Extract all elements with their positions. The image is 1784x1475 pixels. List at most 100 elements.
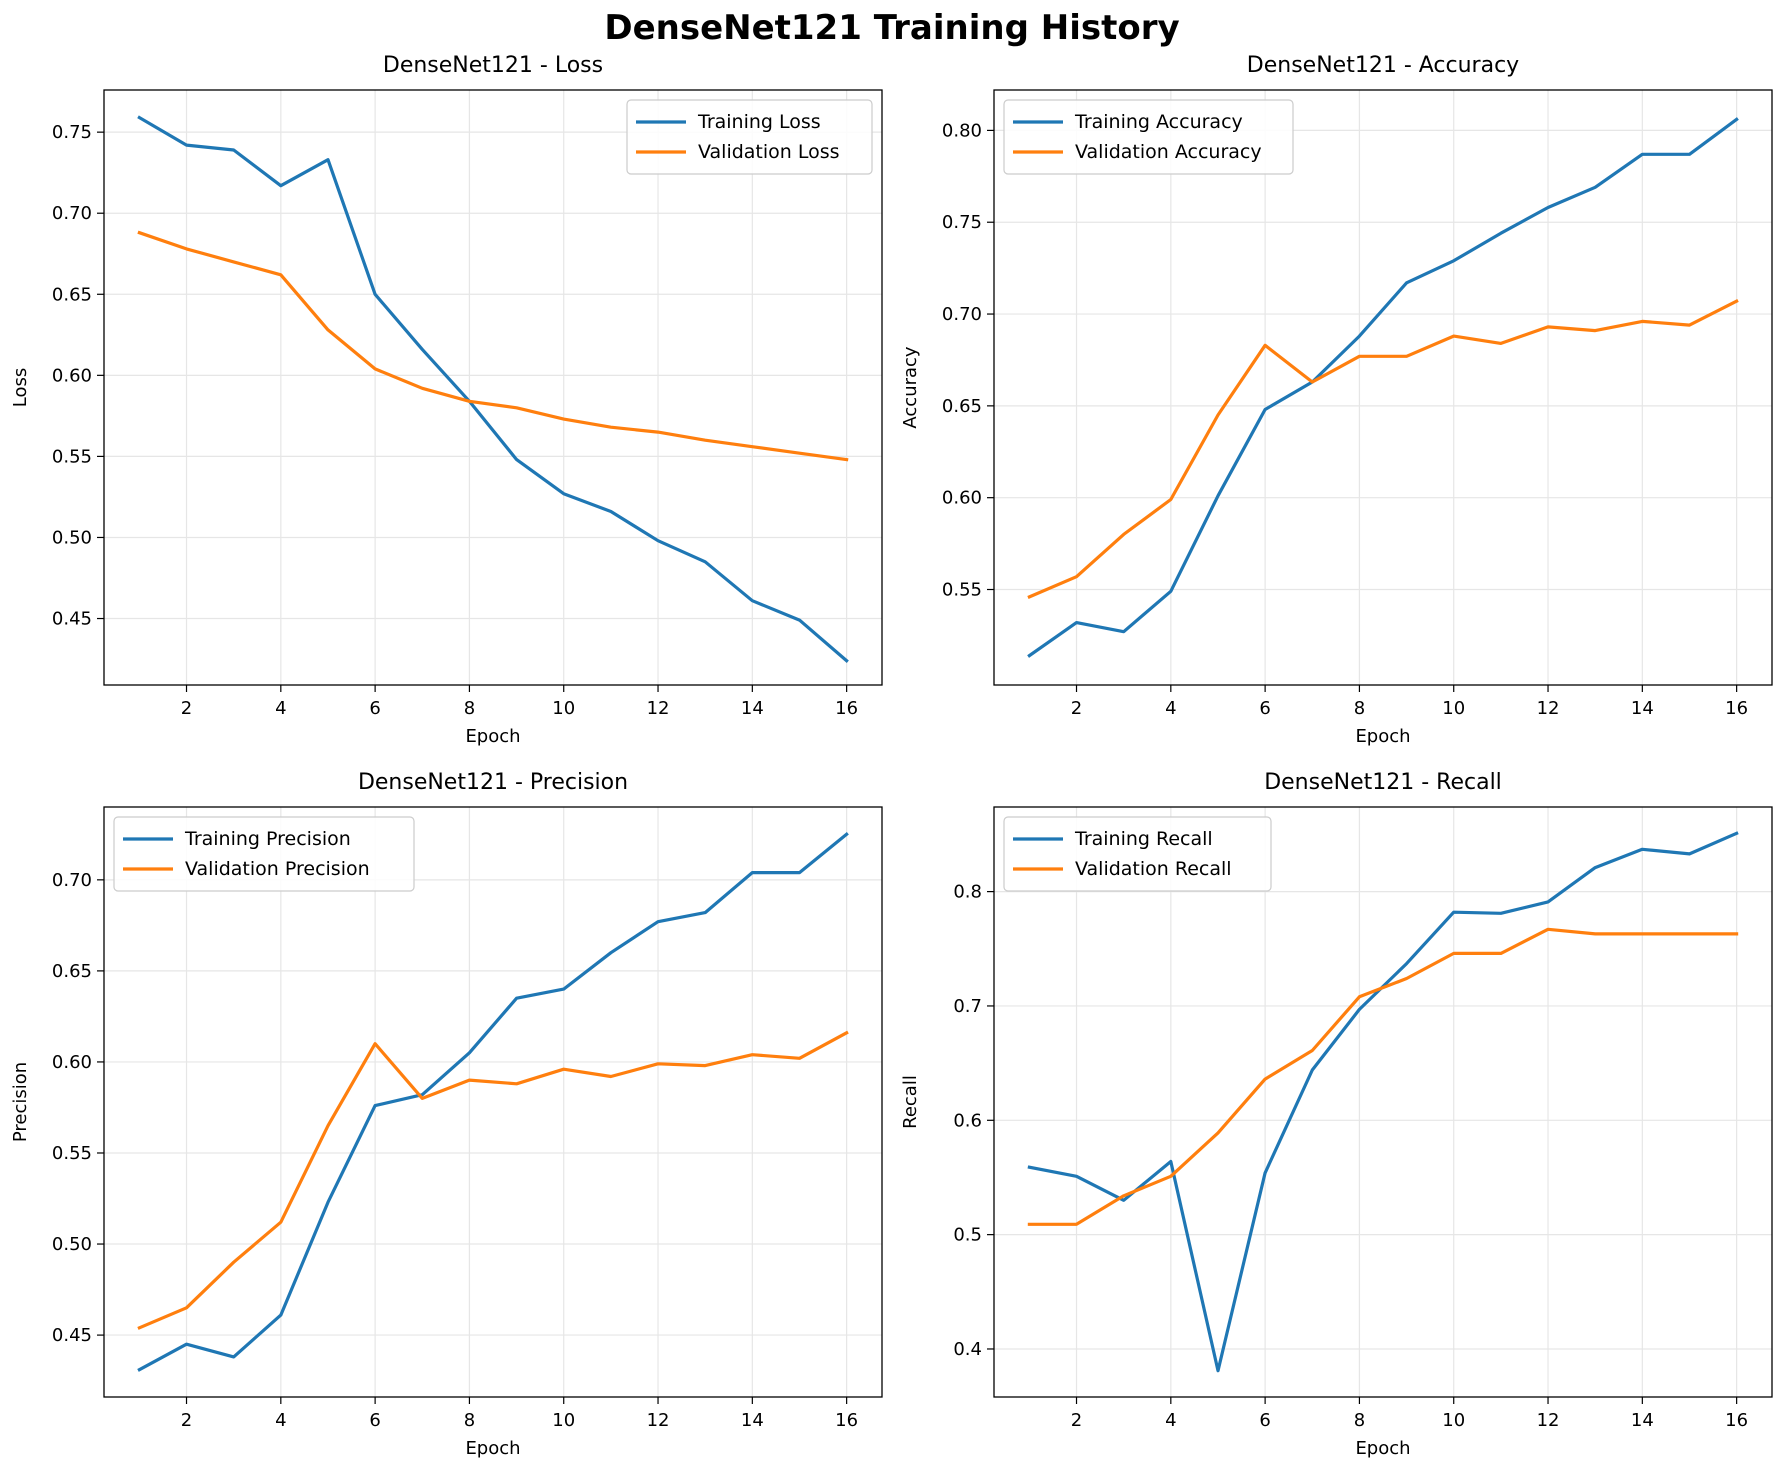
y-tick-label: 0.65 bbox=[52, 961, 92, 982]
y-axis-label: Accuracy bbox=[900, 346, 921, 429]
subplot-2: 2 4 6 8 10 12 14 16 0.55 0.60 0.65 0.70 0.75 0.80 Dens… bbox=[900, 53, 1773, 747]
subplot-4: 2 4 6 8 10 12 14 16 0.4 0.5 0.6 0.7 0.8 DenseNet121 -… bbox=[900, 770, 1773, 1459]
x-tick-label: 2 bbox=[181, 698, 192, 719]
legend-box bbox=[626, 99, 873, 175]
x-tick-label: 12 bbox=[1537, 1410, 1560, 1431]
validation-series-line bbox=[137, 230, 849, 462]
subplot-title: DenseNet121 - Precision bbox=[358, 770, 628, 795]
x-tick-label: 6 bbox=[1259, 1410, 1270, 1431]
x-axis-label: Epoch bbox=[465, 726, 520, 747]
figure-suptitle: DenseNet121 Training History bbox=[604, 8, 1180, 48]
legend-label: Training Accuracy bbox=[1074, 111, 1243, 133]
plot-frame bbox=[993, 89, 1773, 686]
y-tick-label: 0.65 bbox=[52, 284, 92, 305]
x-tick-label: 2 bbox=[1071, 698, 1082, 719]
x-tick-label: 2 bbox=[1071, 1410, 1082, 1431]
y-tick-label: 0.70 bbox=[942, 304, 982, 325]
x-tick-label: 6 bbox=[369, 698, 380, 719]
x-tick-label: 12 bbox=[647, 698, 670, 719]
legend: Training Loss Validation Loss bbox=[626, 99, 873, 175]
y-tick-label: 0.75 bbox=[942, 212, 982, 233]
legend-box bbox=[1003, 816, 1272, 892]
training-series-line bbox=[1027, 831, 1739, 1373]
x-tick-label: 4 bbox=[1165, 698, 1176, 719]
y-tick-label: 0.50 bbox=[52, 1234, 92, 1255]
x-tick-label: 14 bbox=[741, 1410, 764, 1431]
validation-series-line bbox=[1027, 299, 1739, 600]
subplot-3: 2 4 6 8 10 12 14 16 0.45 0.50 0.55 0.60 0.65 0.70 Dens… bbox=[10, 770, 883, 1459]
x-tick-label: 16 bbox=[1725, 698, 1748, 719]
x-axis-label: Epoch bbox=[465, 1438, 520, 1459]
y-tick-label: 0.5 bbox=[953, 1225, 982, 1246]
training-series-line bbox=[1027, 117, 1739, 658]
y-tick-label: 0.75 bbox=[52, 122, 92, 143]
y-tick-label: 0.60 bbox=[942, 488, 982, 509]
y-axis-label: Loss bbox=[10, 368, 31, 407]
y-tick-label: 0.55 bbox=[52, 446, 92, 467]
y-tick-label: 0.80 bbox=[942, 120, 982, 141]
legend: Training Recall Validation Recall bbox=[1003, 816, 1272, 892]
validation-series-line bbox=[1027, 927, 1739, 1226]
plot-frame bbox=[103, 806, 883, 1398]
training-series-line bbox=[137, 115, 849, 663]
x-tick-label: 16 bbox=[835, 698, 858, 719]
y-axis-label: Precision bbox=[10, 1062, 31, 1142]
y-tick-label: 0.6 bbox=[953, 1110, 982, 1131]
x-tick-label: 4 bbox=[1165, 1410, 1176, 1431]
legend-label: Validation Accuracy bbox=[1075, 141, 1262, 163]
x-tick-label: 8 bbox=[464, 1410, 475, 1431]
legend-label: Validation Loss bbox=[698, 141, 840, 163]
y-tick-label: 0.50 bbox=[52, 527, 92, 548]
y-tick-label: 0.45 bbox=[52, 1325, 92, 1346]
legend-label: Training Precision bbox=[184, 828, 351, 850]
subplot-title: DenseNet121 - Loss bbox=[383, 53, 603, 78]
plot-frame bbox=[103, 89, 883, 686]
x-axis-label: Epoch bbox=[1355, 1438, 1410, 1459]
training-series-line bbox=[137, 832, 849, 1372]
y-tick-label: 0.55 bbox=[942, 580, 982, 601]
legend: Training Accuracy Validation Accuracy bbox=[1003, 99, 1294, 175]
y-tick-label: 0.7 bbox=[953, 996, 982, 1017]
subplot-title: DenseNet121 - Recall bbox=[1264, 770, 1502, 795]
x-tick-label: 10 bbox=[552, 698, 575, 719]
x-tick-label: 10 bbox=[552, 1410, 575, 1431]
y-tick-label: 0.55 bbox=[52, 1143, 92, 1164]
x-tick-label: 6 bbox=[369, 1410, 380, 1431]
x-tick-label: 10 bbox=[1442, 1410, 1465, 1431]
y-axis-label: Recall bbox=[900, 1075, 921, 1129]
y-tick-label: 0.65 bbox=[942, 396, 982, 417]
y-tick-label: 0.70 bbox=[52, 870, 92, 891]
x-tick-label: 10 bbox=[1442, 698, 1465, 719]
x-tick-label: 8 bbox=[1354, 698, 1365, 719]
plot-frame bbox=[993, 806, 1773, 1398]
x-tick-label: 4 bbox=[275, 1410, 286, 1431]
validation-series-line bbox=[137, 1030, 849, 1330]
x-tick-label: 16 bbox=[1725, 1410, 1748, 1431]
legend-label: Validation Precision bbox=[185, 858, 370, 880]
x-tick-label: 14 bbox=[741, 698, 764, 719]
legend-label: Training Loss bbox=[697, 111, 821, 133]
x-tick-label: 4 bbox=[275, 698, 286, 719]
legend: Training Precision Validation Precision bbox=[113, 816, 415, 892]
x-tick-label: 16 bbox=[835, 1410, 858, 1431]
y-tick-label: 0.70 bbox=[52, 203, 92, 224]
x-tick-label: 12 bbox=[647, 1410, 670, 1431]
legend-label: Validation Recall bbox=[1075, 858, 1232, 880]
y-tick-label: 0.60 bbox=[52, 1052, 92, 1073]
x-axis-label: Epoch bbox=[1355, 726, 1410, 747]
legend-box bbox=[1003, 99, 1294, 175]
x-tick-label: 12 bbox=[1537, 698, 1560, 719]
y-tick-label: 0.45 bbox=[52, 609, 92, 630]
y-tick-label: 0.8 bbox=[953, 882, 982, 903]
subplot-1: 2 4 6 8 10 12 14 16 0.45 0.50 0.55 0.60 0.65 0.70 0.75… bbox=[10, 53, 883, 747]
y-tick-label: 0.4 bbox=[953, 1339, 982, 1360]
x-tick-label: 14 bbox=[1631, 698, 1654, 719]
x-tick-label: 8 bbox=[464, 698, 475, 719]
y-tick-label: 0.60 bbox=[52, 365, 92, 386]
legend-label: Training Recall bbox=[1074, 828, 1213, 850]
subplot-title: DenseNet121 - Accuracy bbox=[1247, 53, 1519, 78]
x-tick-label: 2 bbox=[181, 1410, 192, 1431]
x-tick-label: 14 bbox=[1631, 1410, 1654, 1431]
legend-box bbox=[113, 816, 415, 892]
